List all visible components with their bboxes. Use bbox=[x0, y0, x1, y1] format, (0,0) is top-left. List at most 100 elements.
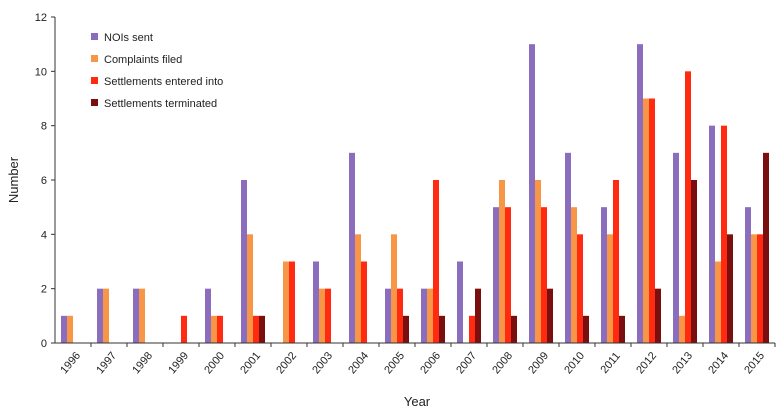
y-axis-title: Number bbox=[6, 156, 21, 203]
bar-settlements-entered-into-2000 bbox=[217, 315, 223, 343]
bar-complaints-filed-2003 bbox=[319, 288, 325, 343]
x-tick-label: 2007 bbox=[454, 350, 479, 376]
bar-complaints-filed-2001 bbox=[247, 234, 253, 343]
y-tick-label: 12 bbox=[35, 12, 47, 24]
legend-label-complaints-filed: Complaints filed bbox=[104, 54, 182, 66]
bar-settlements-entered-into-2012 bbox=[649, 98, 655, 343]
bar-complaints-filed-2008 bbox=[499, 180, 505, 343]
bar-settlements-entered-into-2014 bbox=[721, 125, 727, 343]
x-tick-label: 2005 bbox=[382, 350, 407, 376]
bar-settlements-entered-into-2015 bbox=[757, 234, 763, 343]
bar-nois-sent-2010 bbox=[565, 152, 571, 343]
legend-swatch-complaints-filed bbox=[91, 55, 98, 62]
legend-swatch-nois-sent bbox=[91, 33, 98, 40]
y-tick-label: 10 bbox=[35, 66, 47, 78]
bar-nois-sent-1996 bbox=[61, 315, 67, 343]
y-ticks: 0 2 4 6 8 10 12 bbox=[35, 12, 55, 350]
bar-settlements-entered-into-2005 bbox=[397, 288, 403, 343]
x-tick-label: 2008 bbox=[490, 350, 515, 376]
x-tick-label: 2000 bbox=[202, 350, 227, 376]
x-tick-label: 2014 bbox=[706, 350, 731, 376]
bar-settlements-terminated-2010 bbox=[583, 315, 589, 343]
bar-settlements-entered-into-2002 bbox=[289, 261, 295, 343]
x-tick-label: 2001 bbox=[238, 350, 263, 376]
bar-nois-sent-2011 bbox=[601, 207, 607, 343]
bar-settlements-entered-into-2013 bbox=[685, 71, 691, 343]
x-tick-label: 1996 bbox=[58, 350, 83, 376]
x-tick-label: 2013 bbox=[670, 350, 695, 376]
bar-nois-sent-2012 bbox=[637, 44, 643, 344]
bar-settlements-entered-into-2006 bbox=[433, 180, 439, 343]
y-tick-label: 2 bbox=[41, 284, 47, 296]
x-axis-title: Year bbox=[404, 394, 431, 409]
bar-nois-sent-2006 bbox=[421, 288, 427, 343]
bar-settlements-entered-into-2003 bbox=[325, 288, 331, 343]
bar-settlements-entered-into-2007 bbox=[469, 315, 475, 343]
legend-swatch-settlements-entered-into bbox=[91, 77, 98, 84]
bar-nois-sent-2000 bbox=[205, 288, 211, 343]
x-tick-label: 2010 bbox=[562, 350, 587, 376]
bar-settlements-entered-into-2008 bbox=[505, 207, 511, 343]
y-tick-label: 0 bbox=[41, 338, 47, 350]
bar-settlements-terminated-2011 bbox=[619, 315, 625, 343]
bar-complaints-filed-2013 bbox=[679, 315, 685, 343]
bar-settlements-terminated-2008 bbox=[511, 315, 517, 343]
y-tick-label: 6 bbox=[41, 175, 47, 187]
bar-settlements-entered-into-2004 bbox=[361, 261, 367, 343]
bar-settlements-entered-into-2001 bbox=[253, 315, 259, 343]
x-ticks: 1996 1997 1998 1999 2000 2001 2002 2003 2004 2005… bbox=[58, 343, 776, 376]
x-tick-label: 1997 bbox=[94, 350, 119, 376]
x-tick-label: 1998 bbox=[130, 350, 155, 376]
bar-complaints-filed-2014 bbox=[715, 261, 721, 343]
bar-complaints-filed-2010 bbox=[571, 207, 577, 343]
bar-complaints-filed-1997 bbox=[103, 288, 109, 343]
x-tick-label: 2006 bbox=[418, 350, 443, 376]
bar-complaints-filed-1996 bbox=[67, 315, 73, 343]
x-tick-label: 2009 bbox=[526, 350, 551, 376]
bar-complaints-filed-2000 bbox=[211, 315, 217, 343]
legend-label-settlements-terminated: Settlements terminated bbox=[104, 98, 217, 110]
bar-complaints-filed-2002 bbox=[283, 261, 289, 343]
bar-settlements-entered-into-2011 bbox=[613, 180, 619, 343]
bar-nois-sent-2004 bbox=[349, 152, 355, 343]
x-tick-label: 2011 bbox=[599, 350, 623, 376]
bar-complaints-filed-1998 bbox=[139, 288, 145, 343]
bar-nois-sent-2014 bbox=[709, 125, 715, 343]
bar-nois-sent-2003 bbox=[313, 261, 319, 343]
bar-settlements-terminated-2013 bbox=[691, 180, 697, 343]
legend-swatch-settlements-terminated bbox=[91, 99, 98, 106]
x-tick-label: 2002 bbox=[274, 350, 299, 376]
legend-label-settlements-entered-into: Settlements entered into bbox=[104, 76, 223, 88]
y-tick-label: 4 bbox=[41, 229, 47, 241]
bar-nois-sent-2001 bbox=[241, 180, 247, 343]
bar-settlements-terminated-2009 bbox=[547, 288, 553, 343]
bar-settlements-terminated-2005 bbox=[403, 315, 409, 343]
bar-settlements-terminated-2006 bbox=[439, 315, 445, 343]
x-tick-label: 2012 bbox=[634, 350, 659, 376]
bar-settlements-terminated-2001 bbox=[259, 315, 265, 343]
bar-complaints-filed-2005 bbox=[391, 234, 397, 343]
bar-complaints-filed-2009 bbox=[535, 180, 541, 343]
bar-nois-sent-2005 bbox=[385, 288, 391, 343]
x-tick-label: 2015 bbox=[742, 350, 767, 376]
bar-nois-sent-2009 bbox=[529, 44, 535, 344]
bar-settlements-terminated-2007 bbox=[475, 288, 481, 343]
x-tick-label: 1999 bbox=[166, 350, 191, 376]
bar-settlements-entered-into-1999 bbox=[181, 315, 187, 343]
bar-complaints-filed-2012 bbox=[643, 98, 649, 343]
bar-nois-sent-2007 bbox=[457, 261, 463, 343]
bar-nois-sent-1997 bbox=[97, 288, 103, 343]
bar-nois-sent-2008 bbox=[493, 207, 499, 343]
bar-nois-sent-2015 bbox=[745, 207, 751, 343]
bar-nois-sent-2013 bbox=[673, 152, 679, 343]
y-tick-label: 8 bbox=[41, 121, 47, 133]
bar-complaints-filed-2006 bbox=[427, 288, 433, 343]
bar-settlements-entered-into-2009 bbox=[541, 207, 547, 343]
bar-settlements-entered-into-2010 bbox=[577, 234, 583, 343]
legend: NOIs sent Complaints filed Settlements ent… bbox=[91, 32, 223, 110]
legend-label-nois-sent: NOIs sent bbox=[104, 32, 153, 44]
bar-complaints-filed-2011 bbox=[607, 234, 613, 343]
bar-settlements-terminated-2012 bbox=[655, 288, 661, 343]
x-tick-label: 2004 bbox=[346, 350, 371, 376]
